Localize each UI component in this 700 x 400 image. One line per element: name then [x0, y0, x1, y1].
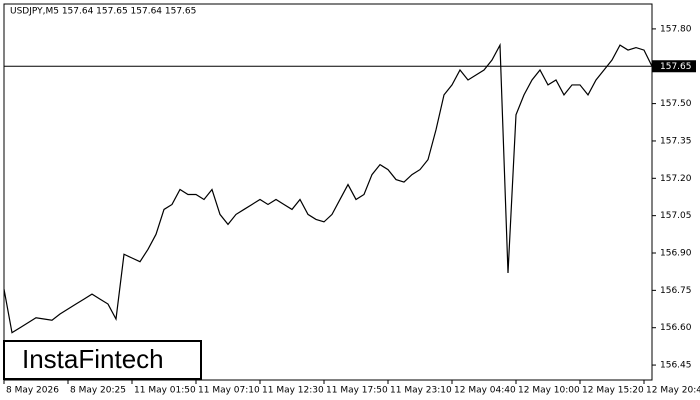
x-tick-label: 12 May 20:40 — [646, 386, 700, 396]
watermark: InstaFintech — [22, 344, 164, 374]
chart-title: USDJPY,M5 157.64 157.65 157.64 157.65 — [10, 7, 196, 17]
x-tick-label: 11 May 23:10 — [390, 386, 452, 396]
y-tick-label: 156.75 — [660, 286, 692, 296]
y-tick-label: 157.05 — [660, 211, 692, 221]
x-tick-label: 11 May 17:50 — [326, 386, 388, 396]
y-tick-label: 156.90 — [660, 249, 692, 259]
y-tick-label: 156.60 — [660, 323, 692, 333]
x-tick-label: 8 May 2026 — [6, 386, 59, 396]
watermark-box — [3, 340, 202, 380]
x-tick-label: 12 May 15:20 — [582, 386, 644, 396]
x-tick-label: 12 May 10:00 — [518, 386, 580, 396]
current-price-label: 157.65 — [660, 62, 692, 72]
y-tick-label: 157.50 — [660, 99, 692, 109]
x-tick-label: 11 May 12:30 — [262, 386, 324, 396]
price-line — [3, 42, 653, 334]
x-tick-label: 12 May 04:40 — [454, 386, 516, 396]
x-tick-label: 8 May 20:25 — [70, 386, 126, 396]
current-price-tag — [652, 60, 696, 73]
y-tick-label: 157.20 — [660, 174, 692, 184]
y-tick-label: 156.45 — [660, 361, 692, 371]
y-tick-label: 157.35 — [660, 136, 692, 146]
plot-frame — [3, 3, 653, 381]
x-tick-label: 11 May 07:10 — [198, 386, 260, 396]
y-tick-label: 157.80 — [660, 24, 692, 34]
x-tick-label: 11 May 01:50 — [134, 386, 196, 396]
